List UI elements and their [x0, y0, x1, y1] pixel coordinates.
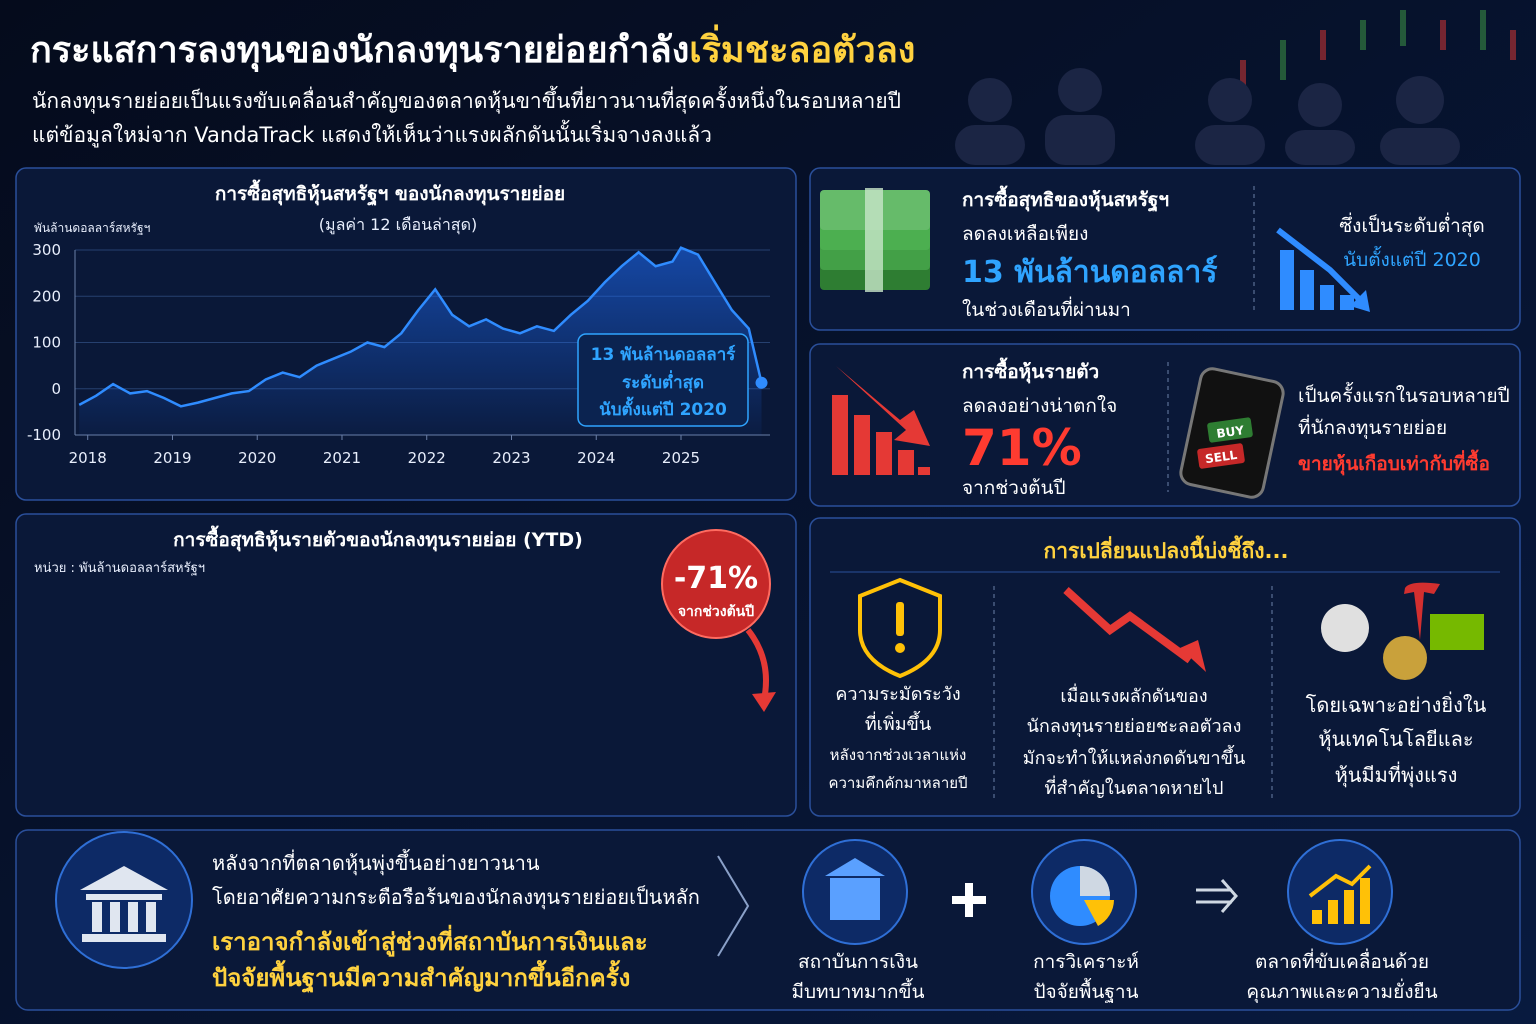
implication-text: หุ้นเทคโนโลยีและ: [1318, 727, 1473, 752]
implication-text: นักลงทุนรายย่อยชะลอตัวลง: [1027, 716, 1242, 737]
card-heading: การเปลี่ยนแปลงนี้บ่งชี้ถึง...: [1044, 535, 1289, 563]
decline-icon: [1276, 227, 1370, 312]
y-axis-label: หน่วย : พันล้านดอลลาร์สหรัฐฯ: [34, 560, 205, 576]
step-label: ตลาดที่ขับเคลื่อนด้วย: [1255, 948, 1429, 973]
badge-label: จากช่วงต้นปี: [678, 604, 754, 620]
end-point: [755, 376, 768, 389]
card-text: ที่นักลงทุนรายย่อย: [1298, 414, 1447, 440]
annotation: ระดับต่ำสุด: [622, 370, 704, 393]
x-tick-label: 2018: [69, 449, 107, 467]
card-text: ลดลงเหลือเพียง: [962, 223, 1088, 245]
implication-text: ความคึกคักมาหลายปี: [828, 774, 967, 792]
card-text: นับตั้งแต่ปี 2020: [1343, 246, 1481, 271]
badge-arrow: [745, 628, 769, 701]
chart-title: การซื้อสุทธิหุ้นสหรัฐฯ ของนักลงทุนรายย่อ…: [215, 179, 565, 207]
annotation: 13 พันล้านดอลลาร์: [591, 344, 737, 365]
badge: [661, 529, 771, 639]
card-heading: การซื้อหุ้นรายตัว: [962, 357, 1099, 384]
x-tick-label: 2020: [238, 449, 276, 467]
card-text: เป็นครั้งแรกในรอบหลายปี: [1298, 382, 1510, 407]
implication-text: หุ้นมีมที่พุ่งแรง: [1335, 761, 1458, 788]
step-label: สถาบันการเงิน: [798, 951, 918, 973]
money-icon: [820, 188, 930, 292]
x-tick-label: 2021: [323, 449, 361, 467]
y-tick-label: 100: [32, 334, 61, 352]
decline-icon: [832, 366, 930, 475]
subtitle: นักลงทุนรายย่อยเป็นแรงขับเคลื่อนสำคัญของ…: [32, 86, 901, 114]
card-heading: การซื้อสุทธิของหุ้นสหรัฐฯ: [962, 185, 1169, 213]
card-highlight: 71%: [962, 419, 1082, 477]
y-tick-label: 200: [32, 287, 61, 305]
step-label: มีบทบาทมากขึ้น: [791, 978, 924, 1003]
badge-value: -71%: [674, 561, 758, 596]
step-icon: [1287, 839, 1393, 945]
institution-icon: [825, 858, 885, 920]
card-text: ลดลงอย่างน่าตกใจ: [962, 395, 1117, 417]
x-tick-label: 2022: [408, 449, 446, 467]
growth-icon: [1308, 864, 1372, 924]
implication-text: ที่เพิ่มขึ้น: [865, 711, 931, 735]
annotation-box: [577, 333, 749, 427]
pie-icon: [1050, 866, 1114, 926]
decline-arrow: [1063, 587, 1193, 664]
phone-buy: BUY: [1216, 423, 1246, 441]
title-main: กระแสการลงทุนของนักลงทุนรายย่อยกำลัง: [30, 30, 689, 73]
x-tick-label: 2023: [492, 449, 530, 467]
implication-text: ความระมัดระวัง: [835, 684, 960, 705]
y-axis-label: พันล้านดอลลาร์สหรัฐฯ: [34, 221, 150, 235]
bank-icon: [55, 831, 193, 969]
summary-text: หลังจากที่ตลาดหุ้นพุ่งขึ้นอย่างยาวนาน: [212, 849, 540, 876]
annotation: นับตั้งแต่ปี 2020: [599, 396, 727, 420]
summary-highlight: ปัจจัยพื้นฐานมีความสำคัญมากขึ้นอีกครั้ง: [212, 959, 630, 994]
chart-title: การซื้อสุทธิหุ้นรายตัวของนักลงทุนรายย่อย…: [173, 525, 583, 552]
x-tick-label: 2019: [153, 449, 191, 467]
step-label: ปัจจัยพื้นฐาน: [1033, 978, 1138, 1003]
card-highlight: 13 พันล้านดอลลาร์: [962, 255, 1217, 290]
step-label: การวิเคราะห์: [1033, 951, 1139, 973]
implication-text: ที่สำคัญในตลาดหายไป: [1045, 775, 1224, 799]
decor-candles: [1240, 10, 1516, 90]
title: กระแสการลงทุนของนักลงทุนรายย่อยกำลังเริ่…: [30, 24, 915, 73]
summary-text: โดยอาศัยความกระตือรือร้นของนักลงทุนรายย่…: [212, 884, 700, 910]
plus-sign: [952, 883, 986, 917]
card-text: ซึ่งเป็นระดับต่ำสุด: [1339, 212, 1484, 238]
summary-highlight: เราอาจกำลังเข้าสู่ช่วงที่สถาบันการเงินแล…: [212, 924, 648, 957]
decor-people: [955, 68, 1460, 165]
implication-text: เมื่อแรงผลักดันของ: [1060, 683, 1207, 707]
phone-icon: [1179, 367, 1285, 499]
card: [809, 167, 1521, 331]
x-tick-label: 2024: [577, 449, 615, 467]
implication-text: หลังจากช่วงเวลาแห่ง: [830, 746, 967, 764]
title-highlight: เริ่มชะลอตัวลง: [689, 24, 915, 71]
chevron: [717, 855, 750, 957]
chart-subtitle: (มูลค่า 12 เดือนล่าสุด): [319, 215, 477, 235]
subtitle: แต่ข้อมูลใหม่จาก VandaTrack แสดงให้เห็นว…: [32, 120, 712, 148]
card: [809, 517, 1521, 817]
y-tick-label: -100: [27, 426, 61, 444]
bottom-panel: [15, 829, 1521, 1011]
implication-text: มักจะทำให้แหล่งกดดันขาขึ้น: [1023, 745, 1246, 769]
badge-arrow-head: [752, 692, 776, 712]
x-tick-label: 2025: [662, 449, 700, 467]
implies-sign: [1196, 879, 1238, 913]
y-tick-label: 0: [51, 380, 61, 398]
card-text: จากช่วงต้นปี: [962, 477, 1066, 499]
y-tick-label: 300: [32, 241, 61, 259]
shield-icon: [858, 577, 942, 679]
stock-logos: [1321, 582, 1484, 680]
card: [809, 343, 1521, 507]
decline-arrow-head: [1180, 640, 1206, 672]
step-label: คุณภาพและความยั่งยืน: [1246, 978, 1437, 1004]
card-text: ในช่วงเดือนที่ผ่านมา: [962, 296, 1131, 321]
card-text: ขายหุ้นเกือบเท่ากับที่ซื้อ: [1298, 449, 1490, 476]
phone-sell: SELL: [1204, 448, 1238, 466]
implication-text: โดยเฉพาะอย่างยิ่งใน: [1306, 691, 1487, 717]
line: [78, 246, 763, 408]
bar-panel: [15, 513, 797, 817]
